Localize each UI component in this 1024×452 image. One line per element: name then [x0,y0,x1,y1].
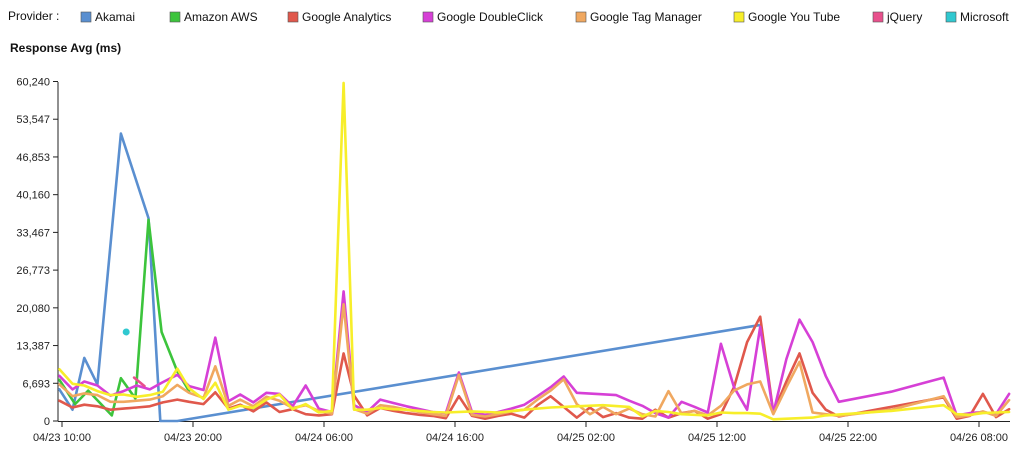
x-tick-label: 04/25 22:00 [819,432,877,444]
legend-swatch-google-you-tube[interactable] [733,11,745,23]
legend-label-google-you-tube[interactable]: Google You Tube [748,10,840,24]
y-tick-label: 20,080 [16,303,50,315]
legend-label-google-analytics[interactable]: Google Analytics [302,10,391,24]
legend-label-jquery[interactable]: jQuery [886,10,922,24]
x-tick-label: 04/24 06:00 [295,432,353,444]
x-tick-label: 04/25 02:00 [557,432,615,444]
legend-label-google-tag-manager[interactable]: Google Tag Manager [590,10,702,24]
legend-label-microsoft[interactable]: Microsoft [960,10,1009,24]
legend-prefix: Provider : [8,9,59,23]
axes: 0 6,693 13,387 20,080 26,773 33,467 40,160 46,8… [16,77,1010,444]
series-line-akamai[interactable] [58,132,761,423]
legend-swatch-amazon-aws[interactable] [169,11,181,23]
x-tick-label: 04/26 08:00 [950,432,1008,444]
y-tick-label: 6,693 [22,378,50,390]
y-tick-label: 60,240 [16,77,50,89]
y-tick-label: 13,387 [16,341,50,353]
series-line-google-you-tube[interactable] [58,81,1011,421]
series-point-microsoft[interactable] [122,328,130,336]
legend-swatch-google-tag-manager[interactable] [575,11,587,23]
x-tick-label: 04/25 12:00 [688,432,746,444]
y-tick-label: 40,160 [16,190,50,202]
legend: Provider : Akamai Amazon AWS Google Analyt… [8,9,1009,24]
x-tick-label: 04/23 10:00 [33,432,91,444]
series-lines [58,81,1011,423]
legend-swatch-google-doubleclick[interactable] [422,11,434,23]
y-tick-label: 33,467 [16,227,50,239]
series-line-google-tag-manager[interactable] [58,302,1011,419]
legend-swatch-akamai[interactable] [80,11,92,23]
y-axis-label: Response Avg (ms) [10,41,121,55]
legend-label-akamai[interactable]: Akamai [95,10,135,24]
legend-swatch-google-analytics[interactable] [287,11,299,23]
legend-swatch-microsoft[interactable] [945,11,957,23]
series-line-google-doubleclick[interactable] [58,290,1011,419]
y-tick-label: 46,853 [16,152,50,164]
legend-swatch-jquery[interactable] [872,11,884,23]
legend-label-google-doubleclick[interactable]: Google DoubleClick [437,10,544,24]
x-tick-label: 04/24 16:00 [426,432,484,444]
x-tick-label: 04/23 20:00 [164,432,222,444]
y-tick-label: 0 [44,416,50,428]
y-tick-label: 53,547 [16,114,50,126]
y-tick-label: 26,773 [16,265,50,277]
series-line-google-analytics[interactable] [58,315,1011,421]
series-line-jquery[interactable] [132,376,146,388]
legend-label-amazon-aws[interactable]: Amazon AWS [184,10,258,24]
